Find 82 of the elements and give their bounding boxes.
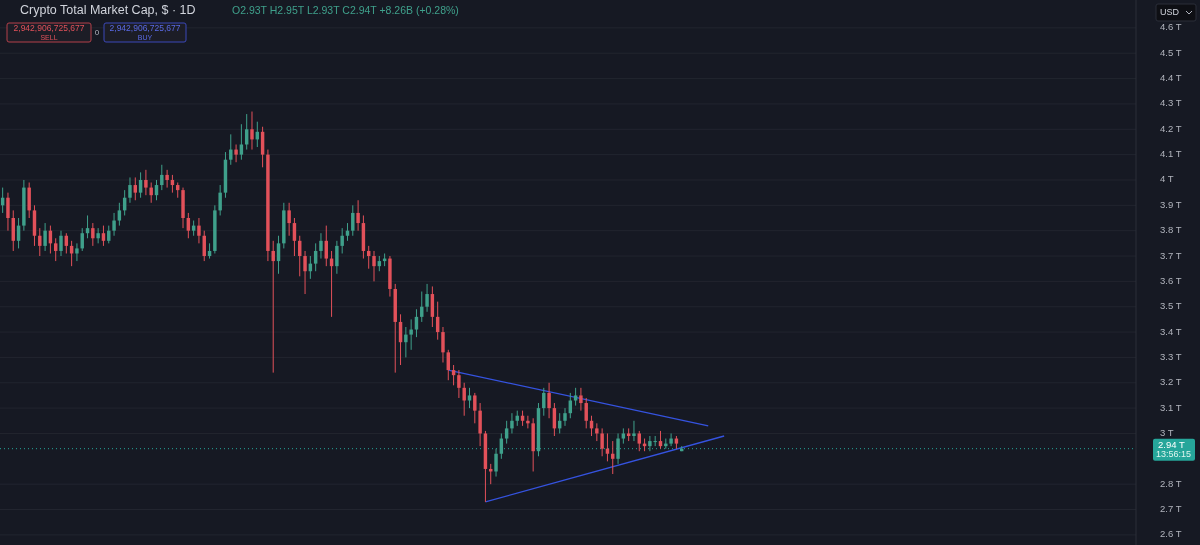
- text: USD: [1160, 7, 1180, 18]
- candlestick: [473, 392, 477, 424]
- y-tick-label: 3.7 T: [1160, 249, 1182, 261]
- candlestick: [542, 387, 546, 417]
- y-tick-label: 4.6 T: [1160, 21, 1182, 33]
- candlestick: [462, 382, 466, 417]
- candlestick: [335, 240, 339, 275]
- candlestick: [404, 326, 408, 358]
- candlestick: [218, 184, 222, 216]
- candlestick: [579, 387, 583, 412]
- candlestick: [303, 250, 307, 295]
- y-tick-label: 3 T: [1160, 426, 1174, 438]
- candlestick: [372, 250, 376, 282]
- y-tick-label: 2.8 T: [1160, 477, 1182, 489]
- candlestick: [457, 369, 461, 399]
- candlestick: [160, 164, 164, 191]
- candlestick: [467, 387, 472, 409]
- candlestick: [356, 199, 360, 232]
- y-tick-label: 2.7 T: [1160, 503, 1182, 515]
- candlestick: [351, 204, 355, 237]
- chart-subtitle: O2.93T H2.95T L2.93T C2.94T +8.26B (+0.28%): [232, 4, 459, 16]
- candlestick: [117, 202, 122, 227]
- candlestick: [234, 143, 238, 163]
- candlestick: [271, 240, 275, 374]
- annotation: 0: [94, 28, 100, 37]
- candlestick: [133, 176, 138, 201]
- candlestick: [6, 192, 10, 232]
- y-tick-label: 4.5 T: [1160, 46, 1182, 58]
- candlestick: [38, 227, 42, 257]
- candlestick: [510, 412, 514, 434]
- annotation: 2,942,906,725,677: [109, 23, 181, 33]
- candlestick: [425, 283, 429, 313]
- candlestick: [59, 230, 63, 257]
- y-tick-label: 4 T: [1160, 173, 1174, 185]
- candlestick: [43, 222, 47, 252]
- candlestick: [637, 430, 641, 452]
- candlestick: [563, 407, 567, 427]
- y-tick-label: 3.6 T: [1160, 274, 1182, 286]
- candlestick: [250, 111, 254, 151]
- candlestick: [75, 242, 79, 262]
- candlestick: [112, 212, 116, 237]
- y-tick-label: 2.6 T: [1160, 528, 1182, 540]
- y-tick-label: 4.2 T: [1160, 122, 1182, 134]
- y-tick-label: 4.4 T: [1160, 72, 1182, 84]
- candlestick: [149, 182, 153, 204]
- candlestick: [409, 318, 413, 351]
- candlestick: [669, 432, 673, 447]
- candlestick: [128, 176, 132, 204]
- candlestick: [600, 427, 604, 457]
- y-tick-label: 3.4 T: [1160, 325, 1182, 337]
- y-tick-label: 4.1 T: [1160, 148, 1182, 160]
- candlestick: [340, 227, 344, 254]
- candlestick: [584, 397, 588, 429]
- annotation: 2,942,906,725,677: [13, 23, 85, 33]
- candlestick: [494, 448, 498, 478]
- candlestick: [91, 222, 95, 247]
- ref-line-label: 2.94 T: [1158, 439, 1185, 451]
- y-tick-label: 3.5 T: [1160, 300, 1182, 312]
- y-tick-label: 3.9 T: [1160, 198, 1182, 210]
- chart-title: Crypto Total Market Cap, $ · 1D: [20, 3, 196, 17]
- y-tick-label: 3.2 T: [1160, 376, 1182, 388]
- y-tick-label: 4.3 T: [1160, 97, 1182, 109]
- candlestick: [632, 420, 636, 442]
- text: 13:56:15: [1156, 449, 1192, 460]
- candlestick: [197, 217, 201, 244]
- candlestick: [287, 202, 291, 237]
- candlestick: [101, 225, 106, 247]
- candlestick: [27, 182, 31, 219]
- candlestick: [441, 326, 445, 363]
- candlestick: [478, 402, 482, 447]
- y-tick-label: 3.3 T: [1160, 350, 1182, 362]
- candlestick: [504, 420, 509, 445]
- candlestick: [96, 227, 100, 244]
- y-tick-label: 3.8 T: [1160, 224, 1182, 236]
- candlestick: [144, 169, 148, 196]
- candlestick: [53, 237, 58, 262]
- y-tick-label: 3.1 T: [1160, 401, 1182, 413]
- candlestick: [319, 232, 323, 260]
- candlestick: [165, 169, 169, 189]
- candlestick: [239, 123, 244, 161]
- candlestick: [547, 382, 551, 419]
- candlestick: [616, 432, 620, 465]
